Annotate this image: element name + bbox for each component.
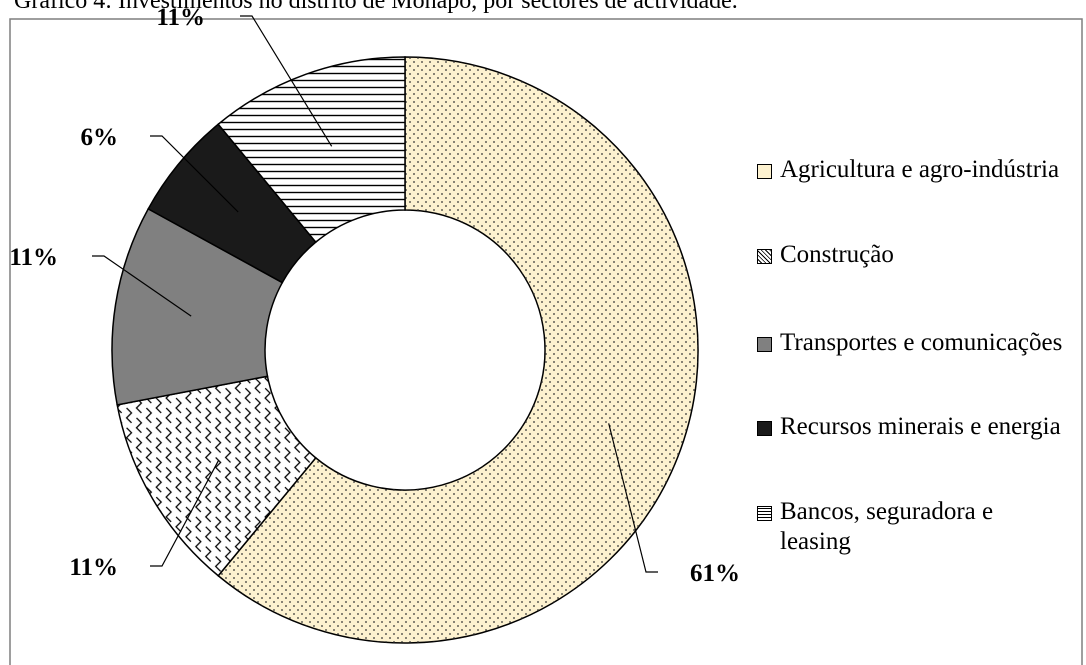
frame [9,18,1083,665]
legend-label: Agricultura e agro-indústria [780,156,1060,183]
data-label: 11% [69,554,118,581]
slice-pattern [218,57,698,644]
legend-label: Recursos minerais e energia [780,413,1061,440]
legend-label: Bancos, seguradora e leasing [780,498,994,555]
data-label: 11% [9,244,58,271]
data-label: 6% [81,124,119,151]
leader-line [150,459,220,567]
legend-label: Construção [780,241,894,268]
legend-swatch [757,421,772,436]
legend-swatch [757,337,772,352]
slice-pattern [117,376,316,576]
leader-line [150,135,239,213]
data-label: 11% [156,4,205,31]
slice-pattern [112,208,283,405]
legend-label: Transportes e comunicações [780,329,1063,356]
leader-line [92,255,192,317]
data-label: 61% [690,560,740,587]
slice-pattern [218,57,405,243]
legend-swatch [757,164,772,179]
legend-swatch [757,506,772,521]
leader-line [240,15,333,147]
legend-swatch [757,249,772,264]
leader-line [608,423,658,573]
chart-title: Gráfico 4: Investimentos no distrito de … [14,0,738,14]
